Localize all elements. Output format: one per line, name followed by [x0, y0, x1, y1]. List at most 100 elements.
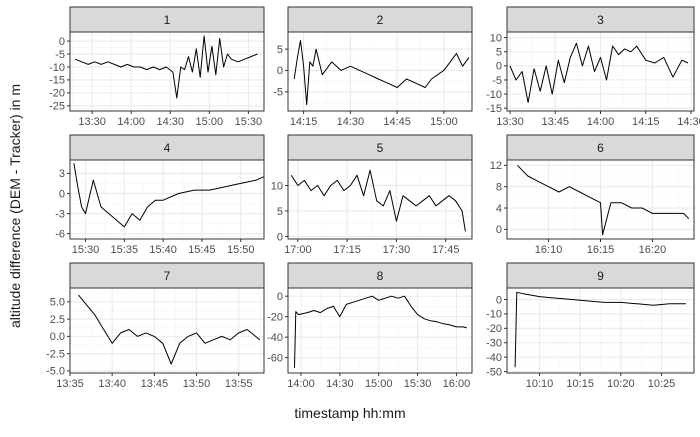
x-tick-label: 13:45 — [141, 378, 169, 390]
x-tick-label: 14:30 — [337, 116, 365, 128]
panel-bg-8 — [288, 288, 472, 373]
y-tick-label: -20 — [267, 311, 283, 323]
facet-strip-1 — [69, 6, 265, 33]
series-line-5 — [290, 169, 466, 232]
y-tick-label: 0 — [496, 224, 502, 236]
series-line-6 — [517, 164, 690, 236]
facet-label-2: 2 — [377, 13, 384, 27]
panel-border-1 — [69, 31, 265, 112]
series-line-8 — [294, 295, 467, 368]
y-tick-label: -20 — [486, 323, 502, 335]
panel-border-7 — [69, 287, 265, 374]
x-tick-label: 13:40 — [98, 378, 126, 390]
facet-strip-7 — [69, 262, 265, 289]
x-tick-label: 14:00 — [117, 116, 145, 128]
x-tick-label: 16:20 — [639, 244, 667, 256]
y-tick-label: -15 — [49, 75, 65, 87]
series-line-3 — [509, 42, 689, 103]
x-tick-label: 13:45 — [541, 116, 569, 128]
panel-border-9 — [506, 287, 695, 374]
y-tick-label: -25 — [49, 101, 65, 113]
panel-bg-1 — [70, 32, 264, 111]
y-tick-label: 3 — [59, 168, 65, 180]
facet-label-4: 4 — [164, 141, 171, 155]
panel-bg-5 — [288, 160, 472, 239]
y-tick-label: -5 — [273, 87, 283, 99]
x-tick-label: 10:15 — [566, 378, 594, 390]
y-tick-label: -10 — [49, 62, 65, 74]
y-tick-label: -10 — [486, 89, 502, 101]
y-tick-label: 4 — [496, 203, 502, 215]
panel-border-6 — [506, 159, 695, 240]
facet-label-8: 8 — [377, 269, 384, 283]
x-tick-label: 17:45 — [432, 244, 460, 256]
x-tick-label: 15:00 — [196, 116, 224, 128]
y-tick-label: -30 — [486, 338, 502, 350]
x-tick-label: 17:15 — [333, 244, 361, 256]
y-tick-label: 10 — [490, 32, 502, 44]
x-tick-label: 10:20 — [607, 378, 635, 390]
x-tick-label: 13:35 — [56, 378, 84, 390]
y-tick-label: 0 — [496, 61, 502, 73]
x-tick-label: 16:10 — [535, 244, 563, 256]
y-tick-label: 12 — [490, 160, 502, 172]
x-tick-label: 14:30 — [156, 116, 184, 128]
x-tick-label: 13:55 — [225, 378, 253, 390]
y-tick-label: 5 — [277, 44, 283, 56]
facet-label-3: 3 — [597, 13, 604, 27]
y-tick-label: 0 — [277, 291, 283, 303]
panel-bg-2 — [288, 32, 472, 111]
series-line-2 — [293, 40, 470, 106]
y-tick-label: 0 — [59, 36, 65, 48]
x-tick-label: 13:50 — [183, 378, 211, 390]
y-tick-label: -5 — [492, 75, 502, 87]
y-tick-label: 2.5 — [50, 314, 65, 326]
x-tick-label: 14:15 — [290, 116, 318, 128]
x-tick-label: 14:30 — [677, 116, 700, 128]
x-tick-label: 15:30 — [72, 244, 100, 256]
y-tick-label: 0 — [277, 65, 283, 77]
y-tick-label: -5.0 — [46, 366, 65, 378]
y-tick-label: -5 — [55, 49, 65, 61]
x-tick-label: 14:30 — [326, 378, 354, 390]
x-tick-label: 16:15 — [587, 244, 615, 256]
y-tick-label: -20 — [49, 88, 65, 100]
x-tick-label: 13:30 — [496, 116, 524, 128]
panel-bg-7 — [70, 288, 264, 373]
y-tick-label: -15 — [486, 103, 502, 115]
y-tick-label: 5.0 — [50, 297, 65, 309]
series-line-1 — [75, 35, 258, 99]
panel-border-2 — [287, 31, 473, 112]
series-line-4 — [73, 163, 265, 228]
x-tick-label: 14:15 — [632, 116, 660, 128]
y-tick-label: -60 — [267, 352, 283, 364]
x-tick-label: 17:30 — [383, 244, 411, 256]
x-tick-label: 15:30 — [404, 378, 432, 390]
y-tick-label: -50 — [486, 366, 502, 378]
facet-label-5: 5 — [377, 141, 384, 155]
series-line-9 — [514, 291, 686, 368]
y-tick-label: 8 — [496, 181, 502, 193]
y-tick-label: 0 — [496, 294, 502, 306]
x-tick-label: 15:40 — [149, 244, 177, 256]
y-tick-label: 5 — [277, 206, 283, 218]
x-tick-label: 15:35 — [111, 244, 139, 256]
facet-label-6: 6 — [597, 141, 604, 155]
facet-label-1: 1 — [164, 13, 171, 27]
facet-strip-9 — [506, 262, 695, 289]
x-tick-label: 14:00 — [287, 378, 315, 390]
x-tick-label: 15:00 — [365, 378, 393, 390]
y-axis-title: altitude difference (DEM - Tracker) in m — [7, 83, 23, 329]
y-tick-label: 5 — [496, 47, 502, 59]
y-tick-label: -10 — [486, 309, 502, 321]
y-tick-label: 0 — [277, 231, 283, 243]
x-tick-label: 15:30 — [235, 116, 263, 128]
y-tick-label: 0 — [59, 188, 65, 200]
y-tick-label: 10 — [271, 180, 283, 192]
x-tick-label: 10:25 — [648, 378, 676, 390]
panel-border-4 — [69, 159, 265, 240]
y-tick-label: -3 — [55, 208, 65, 220]
y-tick-label: 0.0 — [50, 331, 65, 343]
